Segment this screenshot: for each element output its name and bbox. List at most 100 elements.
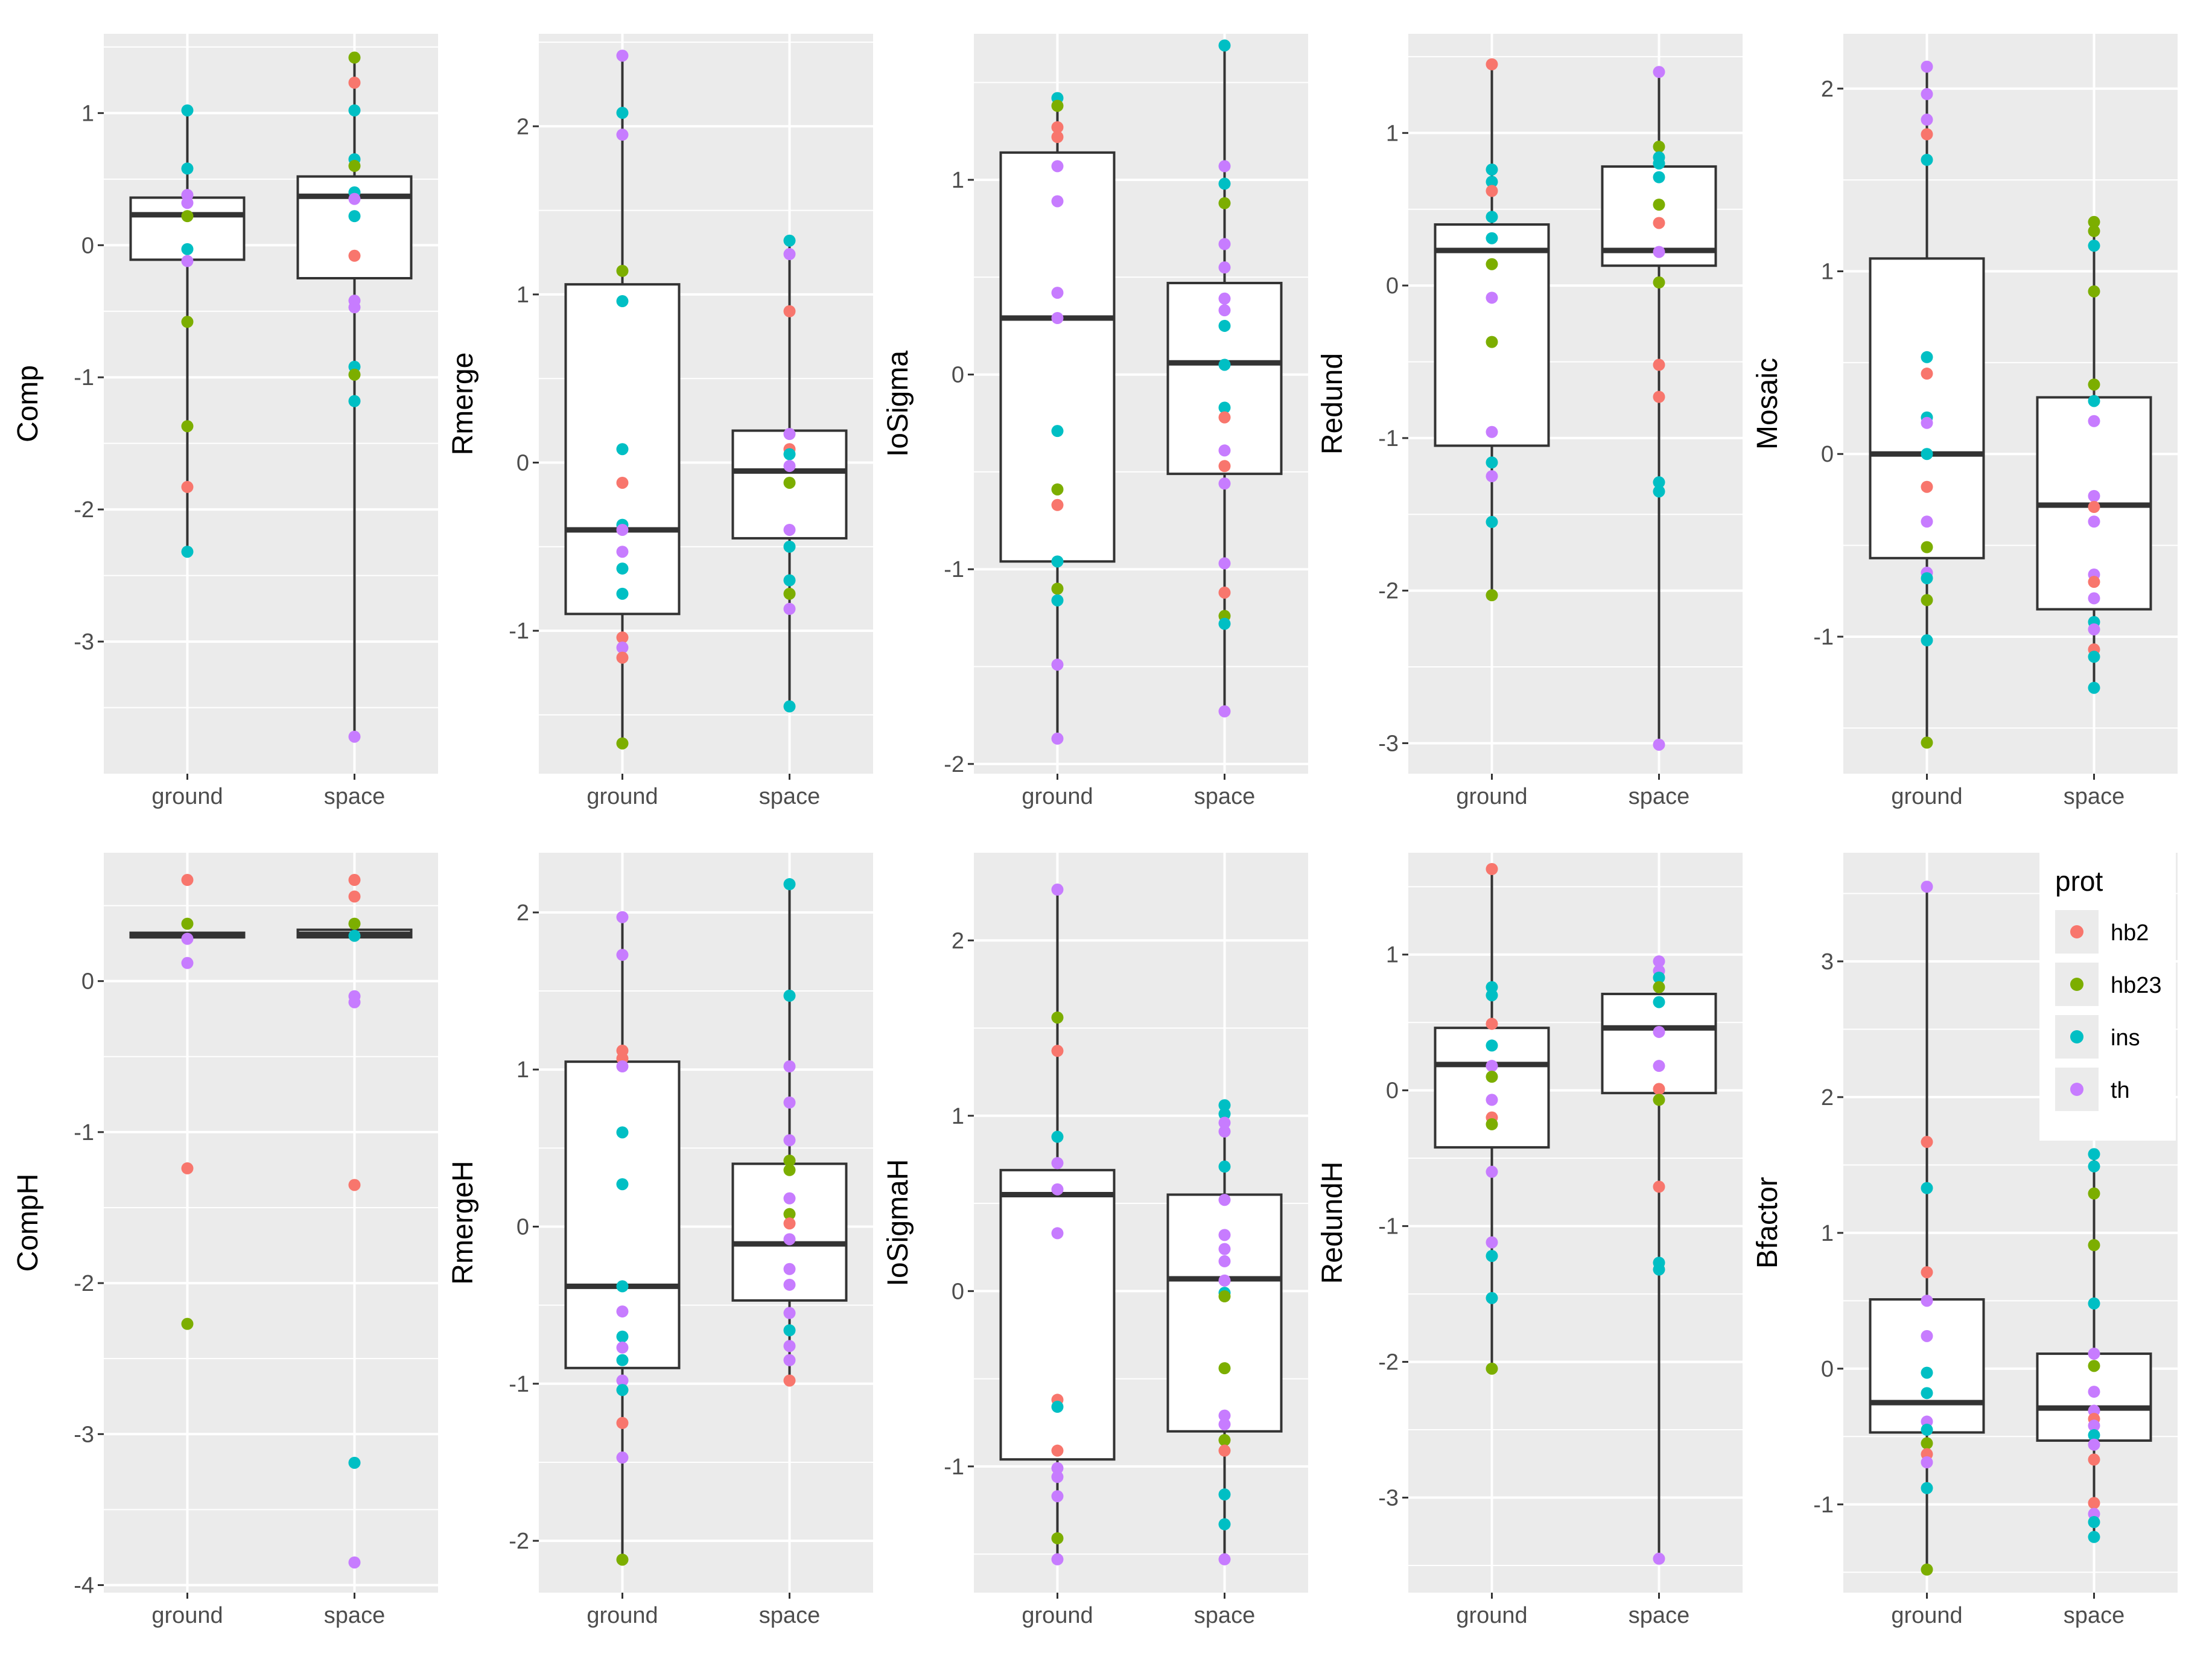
data-point-ins [2088, 1148, 2100, 1161]
data-point-hb23 [1218, 1362, 1231, 1375]
y-tick-label: -4 [74, 1573, 94, 1598]
y-tick-label: 2 [952, 928, 964, 954]
data-point-th [1051, 1227, 1064, 1240]
data-point-ins [2088, 651, 2100, 663]
data-point-th [1218, 1194, 1231, 1206]
y-tick-label: 1 [1821, 260, 1834, 285]
data-point-hb23 [1921, 594, 1933, 607]
data-point-th [1051, 312, 1064, 325]
data-point-th [2088, 515, 2100, 528]
data-point-ins [181, 243, 194, 255]
data-point-th [783, 1096, 796, 1109]
data-point-th [1218, 1409, 1231, 1422]
x-tick-label: ground [1891, 1603, 1962, 1628]
y-tick-label: 0 [81, 233, 94, 258]
data-point-ins [2088, 1297, 2100, 1310]
data-point-th [1218, 160, 1231, 173]
data-point-hb23 [616, 1553, 629, 1566]
data-point-th [1218, 1125, 1231, 1138]
data-point-hb23 [1486, 589, 1498, 602]
data-point-th [783, 1354, 796, 1366]
y-axis-title: RedundH [1317, 1162, 1349, 1284]
data-point-ins [616, 562, 629, 575]
data-point-th [2088, 1386, 2100, 1398]
data-point-th [1218, 1553, 1231, 1565]
data-point-th [1051, 160, 1064, 173]
data-point-th [2088, 489, 2100, 502]
panel-iosigmah: -1 0 1 2 ground space IoSigmaH [882, 853, 1308, 1628]
data-point-hb23 [1051, 582, 1064, 595]
legend-label-hb2: hb2 [2111, 920, 2149, 946]
data-point-th [1218, 1229, 1231, 1241]
x-tick-label: space [1194, 784, 1255, 809]
data-point-th [1218, 477, 1231, 490]
data-point-th [1218, 304, 1231, 317]
data-point-hb2 [1921, 128, 1933, 141]
data-point-ins [2088, 1530, 2100, 1543]
data-point-hb23 [616, 737, 629, 750]
data-point-hb23 [783, 476, 796, 489]
data-point-hb2 [1921, 1136, 1933, 1148]
data-point-hb2 [1653, 390, 1665, 403]
data-point-ins [1051, 1401, 1064, 1413]
box-ground [564, 1060, 681, 1369]
panel-rmerge: -1 0 1 2 ground space Rmerge [447, 34, 873, 809]
y-tick-label: 0 [516, 451, 529, 476]
y-tick-label: -1 [1813, 1492, 1834, 1518]
data-point-ins [181, 104, 194, 116]
data-point-th [1051, 732, 1064, 745]
y-tick-label: 3 [1821, 949, 1834, 975]
x-tick-label: ground [1456, 1603, 1527, 1628]
data-point-hb23 [181, 420, 194, 433]
data-point-th [1921, 113, 1933, 126]
data-point-hb2 [783, 305, 796, 317]
y-tick-label: 1 [1386, 943, 1399, 968]
data-point-th [1051, 1553, 1064, 1565]
y-tick-label: 1 [1386, 121, 1399, 146]
y-tick-label: 1 [516, 1057, 529, 1083]
data-point-ins [1653, 476, 1665, 489]
y-tick-label: 0 [952, 1279, 964, 1304]
data-point-ins [1486, 1292, 1498, 1304]
data-point-hb23 [616, 264, 629, 277]
data-point-th [1218, 238, 1231, 250]
data-point-hb23 [348, 368, 361, 381]
data-point-hb23 [1486, 258, 1498, 270]
data-point-th [1218, 705, 1231, 718]
x-tick-label: ground [1456, 784, 1527, 809]
data-point-th [2088, 1438, 2100, 1451]
data-point-hb23 [2088, 1187, 2100, 1200]
data-point-hb2 [2088, 576, 2100, 588]
data-point-ins [181, 546, 194, 558]
data-point-ins [348, 395, 361, 407]
data-point-hb2 [348, 874, 361, 887]
data-point-hb23 [1218, 1434, 1231, 1447]
data-point-hb2 [1051, 121, 1064, 133]
data-point-ins [616, 295, 629, 308]
y-tick-label: -1 [1378, 1214, 1399, 1240]
data-point-hb2 [1653, 358, 1665, 371]
data-point-ins [1218, 39, 1231, 52]
data-point-hb23 [1051, 1532, 1064, 1544]
data-point-ins [1921, 634, 1933, 647]
y-tick-label: 0 [1821, 442, 1834, 467]
data-point-th [348, 730, 361, 743]
data-point-hb2 [181, 874, 194, 887]
data-point-th [783, 1278, 796, 1291]
data-point-ins [1486, 1250, 1498, 1263]
data-point-hb2 [1921, 1266, 1933, 1279]
y-tick-label: 1 [516, 282, 529, 308]
x-tick-label: space [2064, 1603, 2125, 1628]
data-point-ins [1653, 996, 1665, 1008]
data-point-hb2 [1653, 217, 1665, 229]
data-point-th [1921, 515, 1933, 528]
data-point-th [1051, 287, 1064, 299]
data-point-th [616, 1305, 629, 1318]
data-point-th [783, 1134, 796, 1147]
data-point-hb23 [1921, 541, 1933, 553]
data-point-ins [1486, 163, 1498, 176]
data-point-hb2 [181, 1162, 194, 1174]
data-point-hb2 [1218, 460, 1231, 473]
y-tick-label: 0 [952, 363, 964, 388]
data-point-th [616, 1451, 629, 1464]
